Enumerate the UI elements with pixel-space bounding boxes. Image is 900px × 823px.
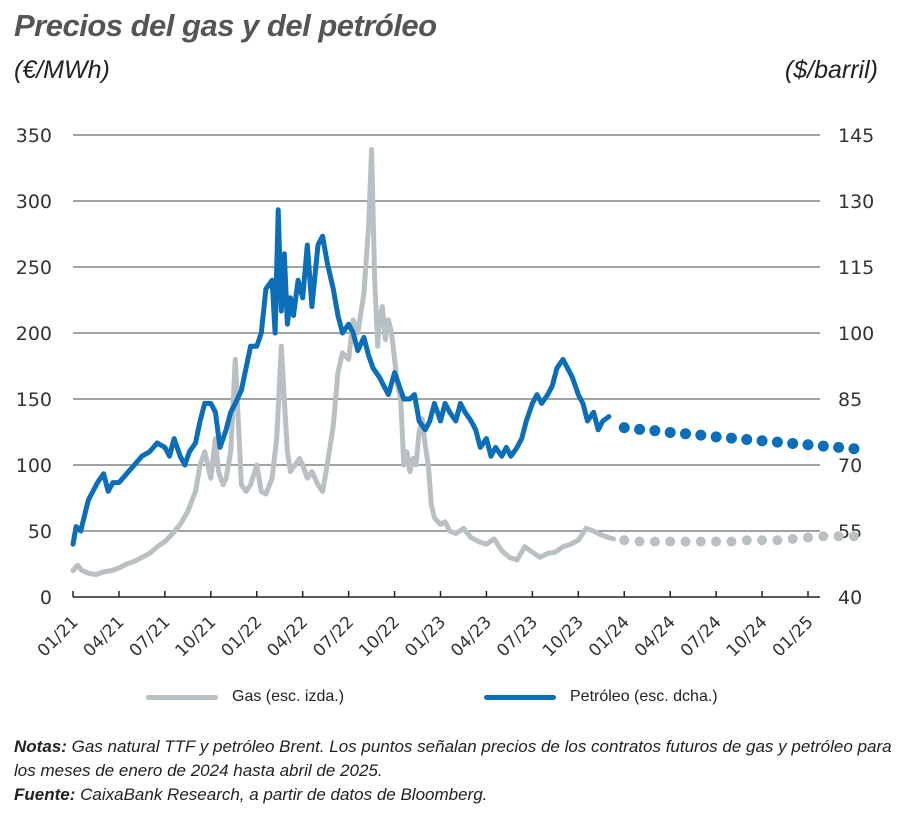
oil-futures-point xyxy=(756,435,768,447)
x-tick-label: 07/22 xyxy=(309,612,358,661)
left-tick-label: 200 xyxy=(16,323,52,345)
x-tick-label: 07/23 xyxy=(493,612,542,661)
gas-futures-point xyxy=(680,536,691,547)
legend-swatch-gas xyxy=(146,694,218,700)
x-tick-label: 04/21 xyxy=(80,612,129,661)
legend-swatch-oil xyxy=(484,694,556,700)
gas-futures-point xyxy=(848,531,859,542)
x-tick-label: 04/22 xyxy=(263,612,312,661)
right-tick-label: 130 xyxy=(838,191,874,213)
left-axis-unit: (€/MWh) xyxy=(14,56,110,84)
right-tick-label: 40 xyxy=(838,587,862,609)
x-tick-label: 07/21 xyxy=(126,612,175,661)
x-tick-label: 04/24 xyxy=(631,612,680,661)
left-tick-label: 350 xyxy=(16,125,52,147)
gas-futures-point xyxy=(619,535,630,546)
legend: Gas (esc. izda.) Petróleo (esc. dcha.) xyxy=(0,688,900,718)
gas-futures-point xyxy=(649,536,660,547)
x-tick-label: 10/23 xyxy=(539,612,588,661)
x-tick-label: 07/24 xyxy=(677,612,726,661)
left-tick-label: 250 xyxy=(16,257,52,279)
oil-futures-point xyxy=(787,437,799,449)
right-tick-label: 115 xyxy=(838,257,874,279)
left-axis-ticks: 0 50 100 150 200 250 300 350 xyxy=(16,125,52,609)
chart-title: Precios del gas y del petróleo xyxy=(14,8,437,43)
x-tick-label: 01/25 xyxy=(769,612,818,661)
left-tick-label: 150 xyxy=(16,389,52,411)
x-tick-label: 01/23 xyxy=(401,612,450,661)
left-tick-label: 300 xyxy=(16,191,52,213)
gas-futures-point xyxy=(772,535,783,546)
notes-text: Gas natural TTF y petróleo Brent. Los pu… xyxy=(14,737,892,780)
x-tick-label: 10/22 xyxy=(355,612,404,661)
x-axis: 01/2104/2107/2110/2101/2204/2207/2210/22… xyxy=(34,591,820,661)
oil-futures-point xyxy=(817,440,829,452)
gas-futures-point xyxy=(726,536,737,547)
gas-futures-point xyxy=(803,532,813,543)
gas-futures-point xyxy=(833,531,844,542)
notes-label: Notas: xyxy=(14,737,67,756)
gas-line xyxy=(70,147,616,578)
source-line: Fuente: CaixaBank Research, a partir de … xyxy=(14,783,894,807)
left-tick-label: 50 xyxy=(28,521,52,543)
oil-futures-point xyxy=(680,428,691,440)
x-tick-label: 10/24 xyxy=(723,612,772,661)
legend-item-oil: Petróleo (esc. dcha.) xyxy=(484,688,718,706)
oil-futures-point xyxy=(848,443,860,455)
right-tick-label: 85 xyxy=(838,389,862,411)
notes-line: Notas: Gas natural TTF y petróleo Brent.… xyxy=(14,735,894,783)
left-tick-label: 0 xyxy=(40,587,52,609)
source-text: CaixaBank Research, a partir de datos de… xyxy=(75,785,488,804)
oil-futures-point xyxy=(771,436,783,448)
oil-futures-point xyxy=(710,431,722,443)
oil-futures-point xyxy=(634,423,646,435)
oil-futures-point xyxy=(802,439,814,451)
left-tick-label: 100 xyxy=(16,455,52,477)
oil-futures-point xyxy=(664,426,676,438)
x-tick-label: 01/22 xyxy=(217,612,266,661)
gas-futures-point xyxy=(634,536,645,547)
oil-futures-point xyxy=(725,432,737,444)
gas-futures-point xyxy=(787,533,798,544)
x-tick-label: 01/21 xyxy=(34,612,83,661)
legend-label-gas: Gas (esc. izda.) xyxy=(232,688,345,705)
gas-futures-point xyxy=(711,536,722,547)
x-tick-label: 10/21 xyxy=(172,612,221,661)
gas-futures-point xyxy=(665,536,676,547)
oil-futures-point xyxy=(649,425,661,437)
right-tick-label: 70 xyxy=(838,455,862,477)
gas-futures-point xyxy=(695,536,706,547)
gas-futures-point xyxy=(757,535,768,546)
right-axis-unit: ($/barril) xyxy=(784,56,878,84)
legend-label-oil: Petróleo (esc. dcha.) xyxy=(570,688,718,705)
x-tick-label: 01/24 xyxy=(585,612,634,661)
oil-futures-point xyxy=(695,429,707,441)
oil-line xyxy=(70,207,612,547)
gas-futures-point xyxy=(818,531,829,542)
gridlines xyxy=(73,134,820,532)
source-label: Fuente: xyxy=(14,785,76,804)
legend-item-gas: Gas (esc. izda.) xyxy=(146,688,344,706)
oil-futures-point xyxy=(741,433,753,445)
series-group xyxy=(70,147,860,578)
x-tick-label: 04/23 xyxy=(447,612,496,661)
gas-futures-point xyxy=(741,535,752,546)
right-tick-label: 100 xyxy=(838,323,874,345)
notes-block: Notas: Gas natural TTF y petróleo Brent.… xyxy=(14,735,894,807)
right-tick-label: 145 xyxy=(838,125,874,147)
oil-futures-point xyxy=(833,441,845,453)
oil-futures-point xyxy=(618,422,630,434)
